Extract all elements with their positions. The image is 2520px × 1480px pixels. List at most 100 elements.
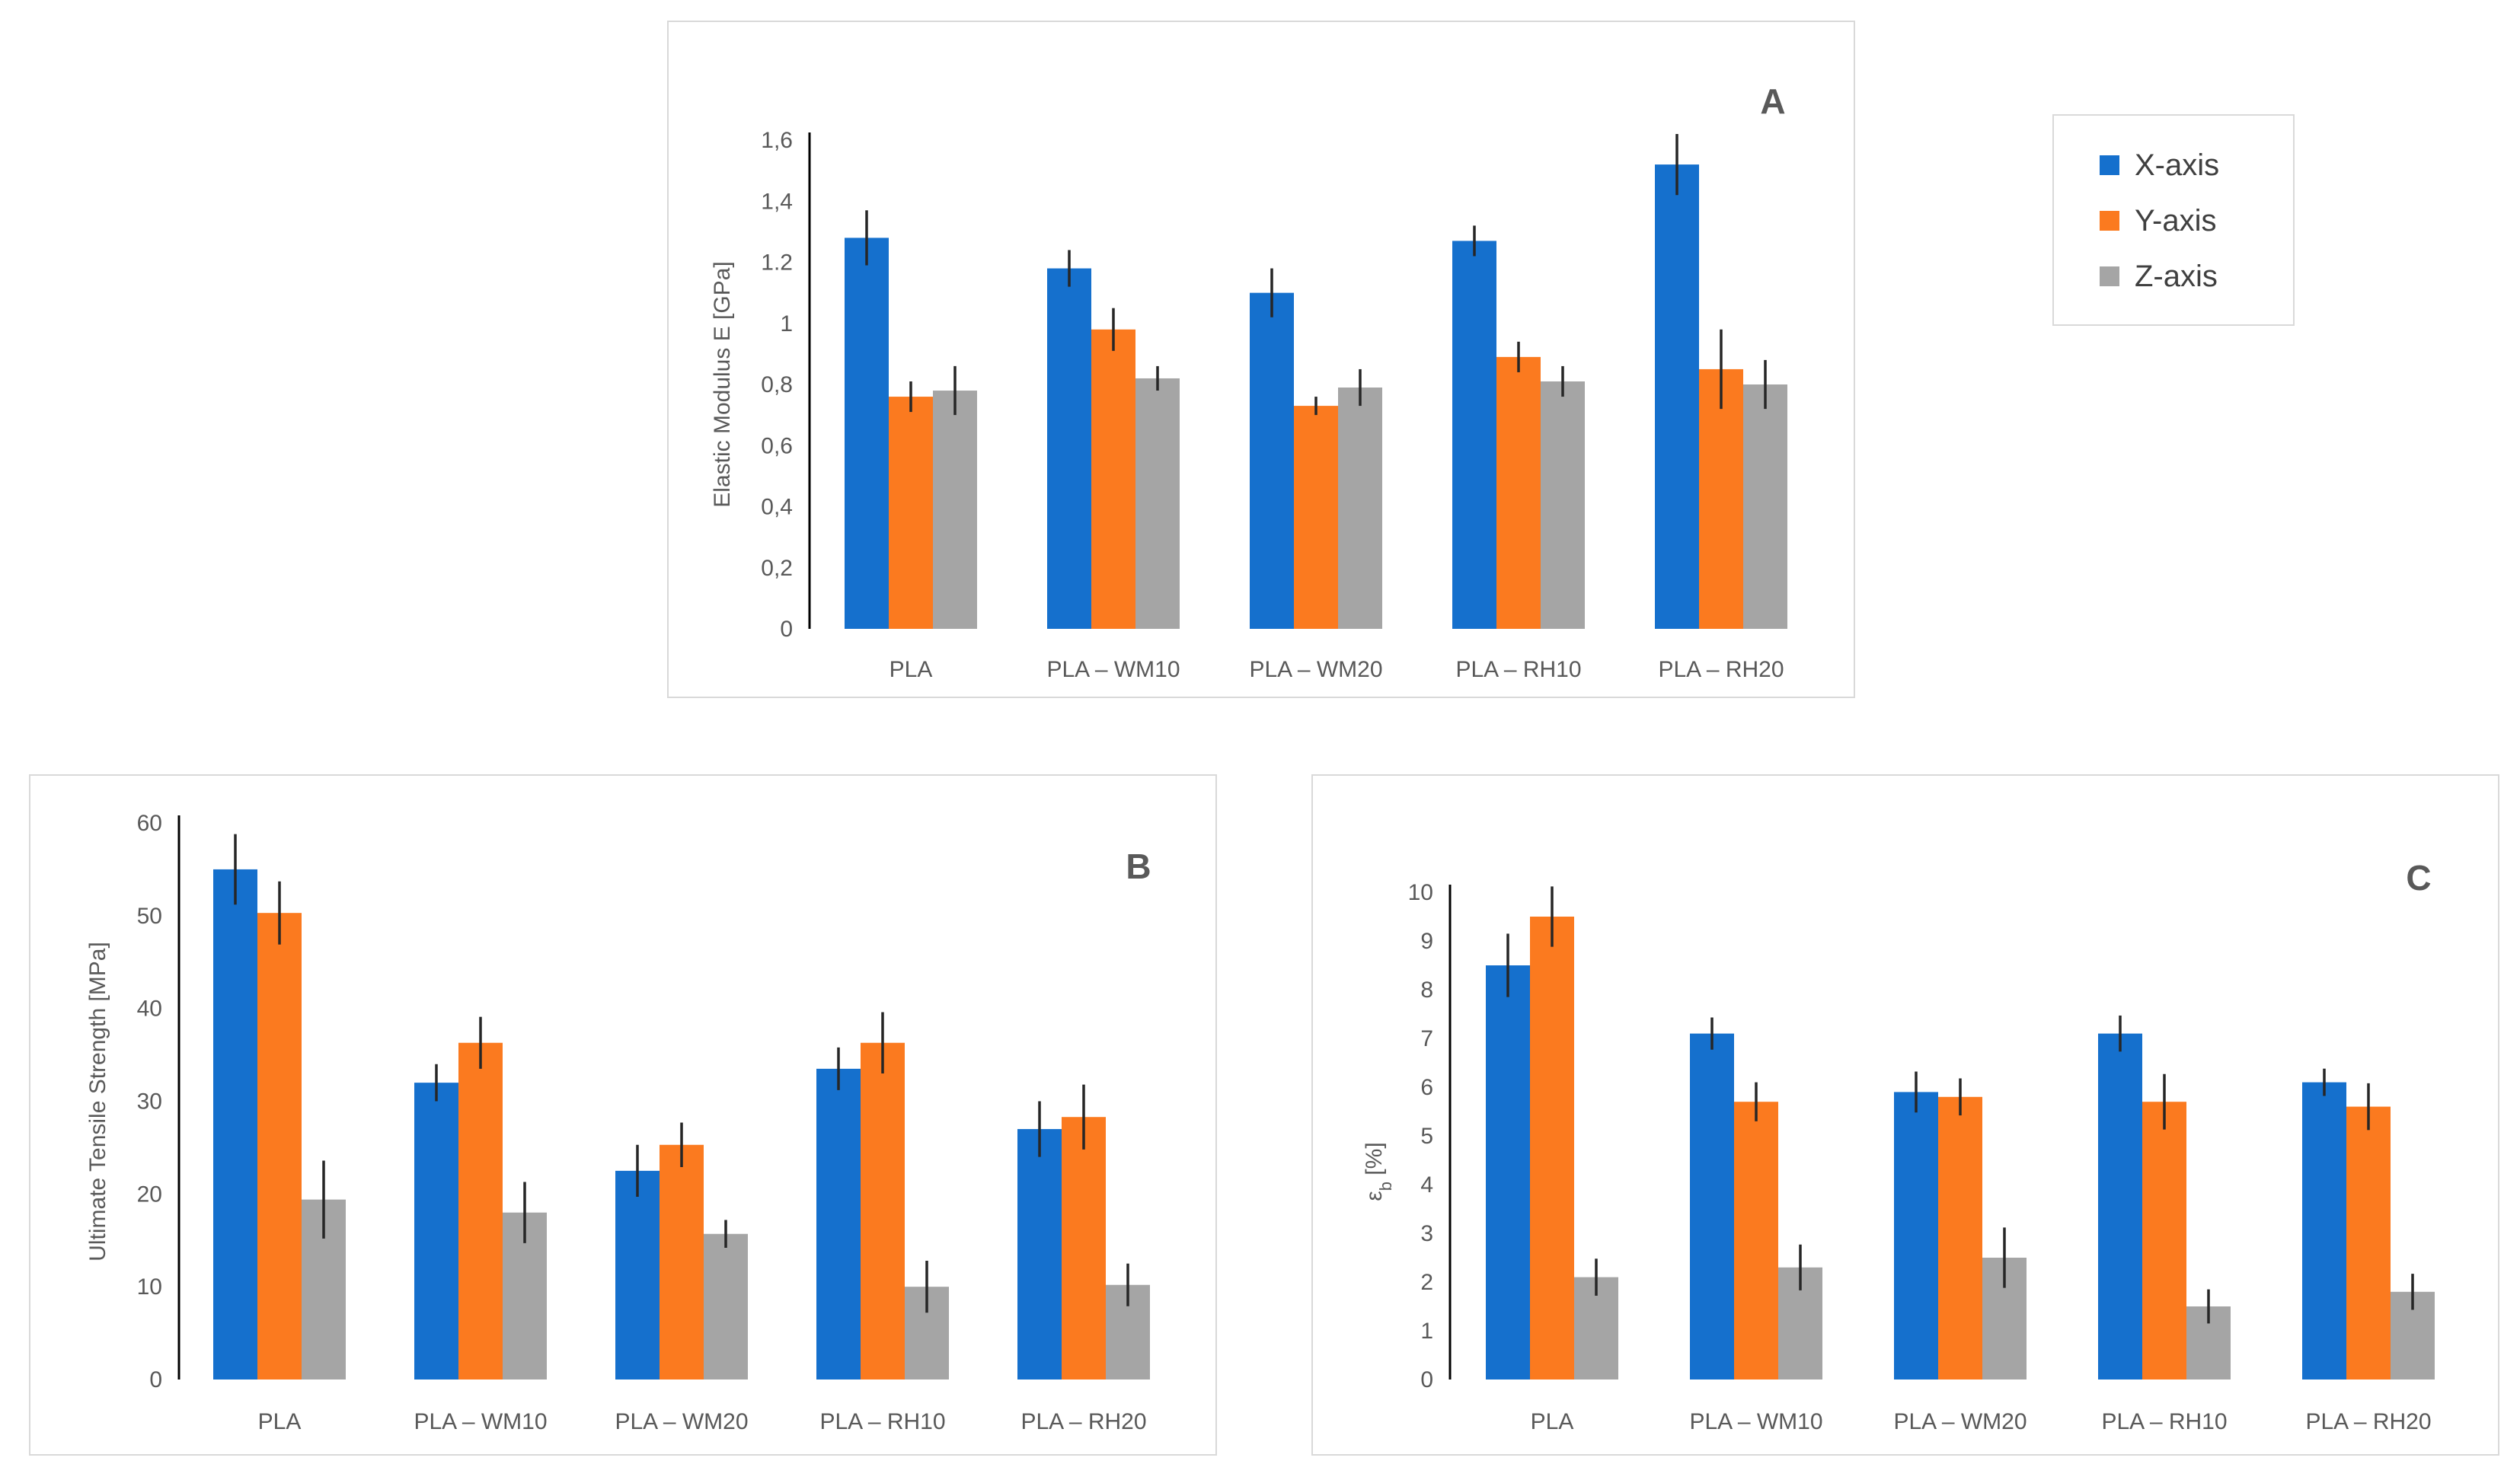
legend-item-z: Z-axis [2100,257,2218,295]
chart-a-ytick-label: 0,4 [761,495,793,520]
legend-item-x: X-axis [2100,146,2219,184]
chart-b-bar-pla-wm20-z [704,1233,748,1380]
chart-a-bar-pla-wm20-z [1338,388,1382,629]
chart-c-category-label: PLA – WM10 [1689,1409,1822,1434]
chart-b-ytick-label: 30 [137,1089,162,1115]
legend-label-z: Z-axis [2135,259,2218,293]
legend-swatch-y [2100,211,2119,231]
chart-c-bar-pla-x [1486,965,1530,1380]
chart-a-ytick-label: 0,6 [761,433,793,458]
chart-legend: X-axis Y-axis Z-axis [2052,114,2295,326]
legend-swatch-z [2100,266,2119,286]
chart-a-bar-pla-wm20-x [1250,292,1294,629]
chart-a-ytick-label: 1.2 [761,250,793,276]
chart-a-bar-pla-rh20-y [1699,368,1743,629]
chart-c-panel-label: C [2406,858,2431,898]
chart-c-ylabel: εb [%] [1362,1142,1395,1201]
chart-panel-b: 0 10 20 30 40 50 60 Ultimate Tensile Strength [… [29,774,1217,1456]
chart-c-ytick-label: 9 [1420,929,1433,954]
chart-c-bar-pla-rh10-y [2142,1102,2186,1380]
chart-a-category-label: PLA – WM20 [1249,657,1382,682]
chart-c-ytick-label: 5 [1420,1124,1433,1149]
chart-a-panel-label: A [1760,81,1785,121]
chart-b-category-label: PLA – WM10 [414,1409,547,1434]
chart-b-category-label: PLA – WM20 [615,1409,748,1434]
chart-b-ytick-label: 20 [137,1182,162,1207]
chart-panel-a: 0 0,2 0,4 0,6 0,8 1 1.2 1,4 1,6 Elastic Modulus E… [667,21,1855,698]
chart-c-ytick-label: 7 [1420,1026,1433,1051]
chart-a-category-label: PLA – WM10 [1046,657,1180,682]
chart-b-bar-pla-x [213,869,257,1380]
chart-a-bar-pla-rh10-z [1541,381,1585,629]
legend-swatch-x [2100,155,2119,175]
chart-c-category-label: PLA – WM20 [1893,1409,2027,1434]
chart-c-ytick-label: 4 [1420,1172,1433,1198]
chart-a-svg: 0 0,2 0,4 0,6 0,8 1 1.2 1,4 1,6 Elastic Modulus E… [710,81,1787,682]
chart-c-bar-pla-y [1530,917,1574,1380]
chart-b-category-label: PLA – RH20 [1020,1409,1146,1434]
chart-a-ylabel: Elastic Modulus E [GPa] [710,261,735,507]
chart-c-svg: 0 1 2 3 4 5 6 7 8 9 10 εb [%] PLA PLA – WM10 PLA – WM2… [1362,858,2435,1434]
chart-b-bar-pla-rh10-x [816,1068,861,1380]
chart-a-ytick-label: 1,4 [761,189,793,214]
chart-b-category-label: PLA – RH10 [819,1409,945,1434]
chart-c-bar-pla-rh20-x [2302,1082,2346,1380]
chart-c-ytick-label: 8 [1420,978,1433,1003]
legend-item-y: Y-axis [2100,202,2216,240]
chart-b-ylabel: Ultimate Tensile Strength [MPa] [85,942,110,1262]
chart-c-bar-pla-wm20-y [1938,1096,1982,1380]
chart-c-ytick-label: 2 [1420,1270,1433,1295]
chart-b-bar-pla-wm10-x [414,1083,458,1380]
chart-b-ytick-label: 50 [137,904,162,929]
chart-a-ytick-label: 1,6 [761,128,793,153]
chart-c-category-label: PLA – RH20 [2305,1409,2431,1434]
chart-a-ytick-label: 1 [780,311,793,337]
chart-b-bar-pla-rh20-x [1017,1129,1062,1380]
chart-a-bar-pla-rh20-x [1655,164,1699,630]
chart-a-bar-pla-rh10-x [1452,241,1496,629]
chart-c-bar-pla-rh10-x [2098,1033,2142,1380]
chart-a-bar-pla-wm10-z [1135,378,1180,629]
chart-c-bar-pla-wm20-x [1894,1092,1938,1380]
chart-c-category-label: PLA – RH10 [2101,1409,2227,1434]
chart-b-panel-label: B [1126,847,1151,886]
chart-b-category-label: PLA [258,1409,302,1434]
chart-c-ytick-label: 1 [1420,1319,1433,1344]
chart-b-svg: 0 10 20 30 40 50 60 Ultimate Tensile Strength [… [85,811,1151,1434]
chart-a-bar-pla-wm10-y [1091,329,1135,629]
chart-b-bar-pla-wm20-x [615,1170,660,1380]
chart-a-category-label: PLA – RH10 [1455,657,1581,682]
chart-c-category-label: PLA [1531,1409,1574,1434]
chart-c-bar-pla-rh20-y [2346,1106,2391,1380]
chart-c-bar-pla-wm10-y [1734,1102,1778,1380]
legend-label-y: Y-axis [2135,203,2217,238]
chart-panel-c: 0 1 2 3 4 5 6 7 8 9 10 εb [%] PLA PLA – WM10 PLA – WM2… [1311,774,2499,1456]
chart-a-category-label: PLA [890,657,933,682]
chart-c-bar-pla-wm10-x [1690,1033,1734,1380]
chart-c-ytick-label: 0 [1420,1367,1433,1392]
chart-c-ytick-label: 10 [1408,880,1433,905]
chart-b-ytick-label: 60 [137,811,162,836]
chart-a-bar-pla-z [933,391,977,629]
chart-a-bar-pla-x [845,238,889,629]
chart-a-bar-pla-wm10-x [1047,268,1091,629]
chart-a-ytick-label: 0,8 [761,372,793,397]
chart-b-ytick-label: 10 [137,1274,162,1300]
chart-a-ytick-label: 0,2 [761,556,793,581]
chart-a-bar-pla-wm20-y [1294,406,1338,629]
chart-c-ytick-label: 3 [1420,1221,1433,1246]
chart-a-ytick-label: 0 [780,617,793,642]
chart-c-ytick-label: 6 [1420,1075,1433,1100]
chart-a-bar-pla-y [889,397,933,629]
chart-b-bar-pla-wm20-y [660,1144,704,1380]
legend-label-x: X-axis [2135,148,2220,182]
chart-b-ytick-label: 40 [137,997,162,1022]
chart-a-bar-pla-rh10-y [1496,356,1541,629]
chart-b-bar-pla-rh10-y [861,1042,905,1380]
chart-b-ytick-label: 0 [149,1367,162,1392]
chart-b-bar-pla-wm10-y [458,1042,503,1380]
chart-a-bar-pla-rh20-z [1743,384,1787,629]
chart-b-bar-pla-rh20-y [1062,1117,1106,1380]
chart-a-category-label: PLA – RH20 [1658,657,1784,682]
chart-b-bar-pla-y [257,913,302,1380]
